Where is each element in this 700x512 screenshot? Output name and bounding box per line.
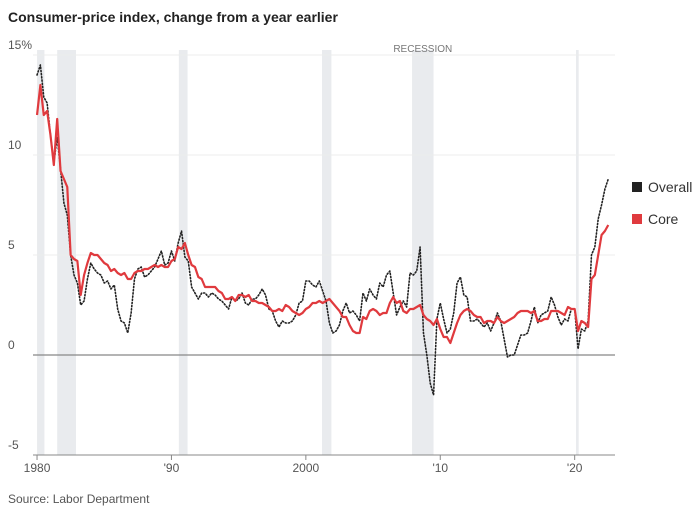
y-tick-label: 10 (8, 138, 22, 152)
y-tick-label: 5 (8, 238, 15, 252)
recession-label: RECESSION (393, 44, 452, 55)
y-tick-label: 15% (8, 38, 32, 52)
legend-label: Core (648, 211, 679, 227)
foreground-layer: RECESSION 15% 10 5 0 -5 1980 '90 2000 '10 '20 Overa… (8, 38, 692, 475)
y-tick-label: 0 (8, 338, 15, 352)
x-tick-label: '10 (432, 461, 448, 475)
series-line (36, 64, 610, 396)
y-tick-label: -5 (8, 438, 19, 452)
recession-band (37, 50, 45, 455)
recession-band (321, 50, 332, 455)
x-tick-label: 2000 (293, 461, 320, 475)
recession-band (57, 50, 77, 455)
chart-title: Consumer-price index, change from a year… (8, 9, 338, 25)
recession-band (412, 50, 434, 455)
background-layer (33, 50, 615, 456)
legend-swatch (632, 182, 642, 192)
x-tick-label: 1980 (24, 461, 51, 475)
recession-band (178, 50, 188, 455)
series-line (35, 83, 610, 345)
x-tick-label: '20 (567, 461, 583, 475)
legend-swatch (632, 214, 642, 224)
x-tick-label: '90 (164, 461, 180, 475)
legend-label: Overall (648, 179, 692, 195)
source: Source: Labor Department (8, 492, 150, 506)
recession-band (576, 50, 579, 455)
